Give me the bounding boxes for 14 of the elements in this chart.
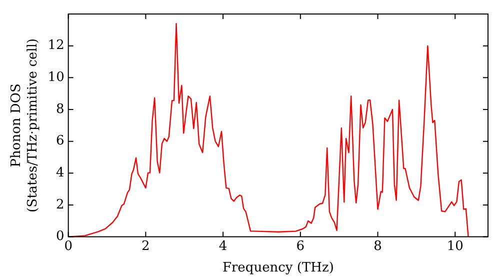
y-tick-label: 10 — [48, 70, 64, 86]
y-axis-title: Phonon DOS (States/THz·primitive cell) — [8, 38, 41, 212]
x-tick-label: 2 — [142, 238, 150, 254]
y-tick-label: 6 — [56, 134, 64, 149]
y-tick-label: 8 — [56, 102, 64, 117]
y-tick-label: 0 — [56, 229, 64, 244]
y-tick-label: 4 — [56, 166, 64, 181]
y-tick-label: 12 — [48, 38, 64, 54]
x-tick-label: 10 — [446, 238, 464, 254]
y-tick-label: 2 — [56, 197, 64, 212]
x-axis-title: Frequency (THz) — [222, 260, 334, 276]
x-tick-label: 4 — [218, 238, 228, 254]
x-tick-label: 6 — [296, 238, 305, 254]
x-tick-label: 8 — [374, 238, 382, 254]
